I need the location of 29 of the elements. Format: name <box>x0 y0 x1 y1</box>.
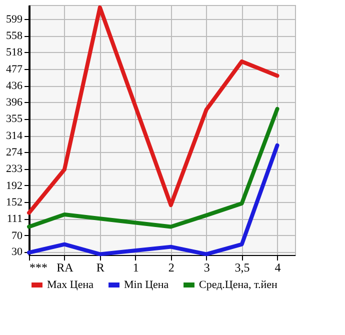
legend-label: Сред.Цена, т.йен <box>199 279 278 291</box>
y-tick-label: 233 <box>6 163 23 176</box>
y-tick-label: 30 <box>12 246 23 258</box>
y-tick-label: 599 <box>6 13 23 26</box>
x-tick-label: R <box>96 260 104 274</box>
x-tick-label: 4 <box>274 260 281 274</box>
x-tick-label: *** <box>30 260 48 274</box>
y-tick-label: 152 <box>6 196 22 208</box>
line-series <box>27 5 280 215</box>
legend-label: Min Цена <box>124 279 169 291</box>
y-tick-label: 477 <box>6 63 23 76</box>
x-tick-label: 1 <box>132 260 139 274</box>
x-tick-label: 2 <box>168 260 174 274</box>
x-tick-label: RA <box>56 260 74 274</box>
y-tick-label: 274 <box>6 146 23 158</box>
y-tick-label: 436 <box>6 80 23 92</box>
y-tick-label: 355 <box>6 113 23 126</box>
x-tick-label: 3,5 <box>234 260 250 274</box>
y-tick-label: 396 <box>6 96 23 108</box>
y-tick-label: 518 <box>6 46 23 59</box>
y-tick-label: 192 <box>6 180 22 192</box>
x-tick-label: 3 <box>204 260 210 274</box>
y-tick-label: 314 <box>6 130 23 142</box>
y-tick-label: 70 <box>12 230 23 242</box>
line-series <box>27 106 280 229</box>
y-tick-label: 111 <box>6 213 22 226</box>
line-series <box>27 143 280 256</box>
legend-label: Max Цена <box>47 279 94 291</box>
y-tick-label: 558 <box>6 30 23 42</box>
